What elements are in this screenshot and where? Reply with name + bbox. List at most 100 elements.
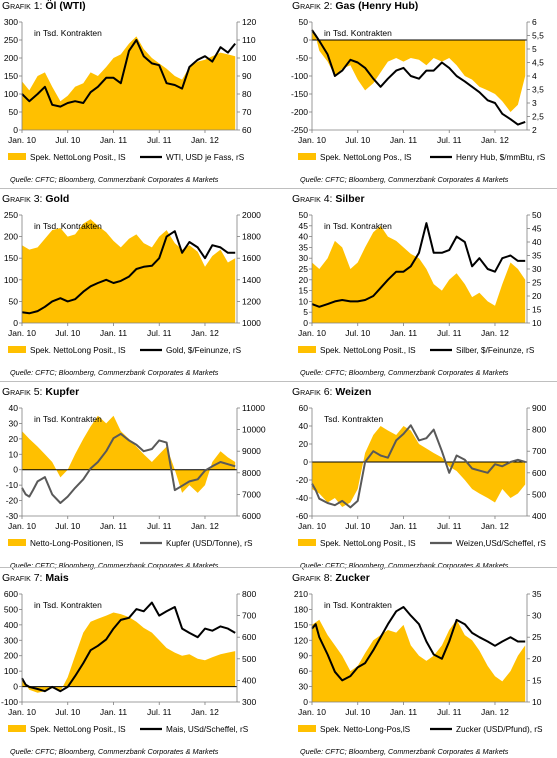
left-tick-label: 150 bbox=[294, 620, 308, 630]
left-tick-label: 250 bbox=[4, 35, 18, 45]
legend-label-line: Kupfer (USD/Tonne), rS bbox=[166, 539, 253, 548]
source-note: Quelle: CFTC; Bloomberg, Commerzbank Cor… bbox=[300, 747, 509, 756]
line-series bbox=[21, 601, 236, 693]
right-tick-label: 30 bbox=[532, 611, 542, 621]
chart-canvas: 0 50 100 150 200 250 1000 1200 1400 1600 1800 2000 J… bbox=[4, 210, 261, 355]
left-tick-label: -100 bbox=[291, 71, 308, 81]
right-tick-label: 1800 bbox=[242, 232, 261, 242]
right-tick-label: 2 bbox=[532, 125, 537, 135]
row-divider bbox=[0, 188, 557, 189]
axis-unit-label: in Tsd. Kontrakten bbox=[324, 28, 392, 38]
left-tick-label: 40 bbox=[9, 403, 19, 413]
left-tick-label: 150 bbox=[4, 253, 18, 263]
right-tick-label: 110 bbox=[242, 35, 256, 45]
left-tick-label: 30 bbox=[9, 418, 19, 428]
left-tick-label: 25 bbox=[299, 264, 309, 274]
panel-title: Grafik 6: Weizen bbox=[292, 386, 372, 398]
right-tick-label: 1000 bbox=[242, 318, 261, 328]
x-tick-label: Jan. 12 bbox=[481, 521, 509, 531]
right-tick-label: 15 bbox=[532, 305, 542, 315]
axis-unit-label: in Tsd. Kontrakten bbox=[324, 221, 392, 231]
right-tick-label: 100 bbox=[242, 53, 256, 63]
x-tick-label: Jan. 11 bbox=[390, 328, 418, 338]
left-tick-label: -50 bbox=[296, 53, 309, 63]
x-tick-label: Jan. 11 bbox=[390, 521, 418, 531]
legend-swatch-area bbox=[8, 725, 26, 732]
left-tick-label: 30 bbox=[299, 682, 309, 692]
right-tick-label: 20 bbox=[532, 291, 542, 301]
axis-unit-label: in Tsd. Kontrakten bbox=[34, 28, 102, 38]
right-tick-label: 500 bbox=[532, 489, 546, 499]
x-tick-label: Jan. 12 bbox=[191, 328, 219, 338]
source-note: Quelle: CFTC; Bloomberg, Commerzbank Cor… bbox=[10, 368, 219, 377]
legend-label-area: Spek. NettoLong Posit., lS bbox=[30, 153, 126, 162]
left-tick-label: -20 bbox=[6, 496, 19, 506]
left-tick-label: 500 bbox=[4, 604, 18, 614]
x-tick-label: Jan. 10 bbox=[298, 521, 326, 531]
area-series bbox=[22, 612, 236, 693]
left-tick-label: 0 bbox=[13, 465, 18, 475]
right-tick-label: 2,5 bbox=[532, 112, 544, 122]
x-tick-label: Jan. 11 bbox=[100, 135, 128, 145]
chart-canvas: -60 -40 -20 0 20 40 60 400 500 600 700 800 900 Jan. 1… bbox=[296, 403, 547, 548]
chart-panel-gold: Grafik 3: Gold 0 50 100 150 200 250 1000 1200 14… bbox=[0, 193, 266, 379]
left-tick-label: 0 bbox=[13, 682, 18, 692]
left-tick-label: -150 bbox=[291, 89, 308, 99]
left-tick-label: 50 bbox=[9, 107, 19, 117]
panel-title: Grafik 8: Zucker bbox=[292, 572, 370, 584]
chart-panel-gas: Grafik 2: Gas (Henry Hub) -250 -200 -150 -1… bbox=[290, 0, 556, 186]
right-tick-label: 25 bbox=[532, 632, 542, 642]
area-series bbox=[312, 29, 526, 113]
panel-title: Grafik 2: Gas (Henry Hub) bbox=[292, 0, 419, 12]
left-tick-label: 5 bbox=[303, 307, 308, 317]
right-tick-label: 700 bbox=[242, 611, 256, 621]
axis-unit-label: Tsd. Kontrakten bbox=[324, 414, 383, 424]
right-tick-label: 90 bbox=[242, 71, 252, 81]
right-tick-label: 4,5 bbox=[532, 58, 544, 68]
x-tick-label: Jul. 10 bbox=[55, 135, 80, 145]
left-tick-label: 600 bbox=[4, 589, 18, 599]
right-tick-label: 30 bbox=[532, 264, 542, 274]
right-tick-label: 60 bbox=[242, 125, 252, 135]
left-tick-label: 45 bbox=[299, 221, 309, 231]
panel-title: Grafik 7: Mais bbox=[2, 572, 69, 584]
area-series bbox=[22, 415, 236, 493]
left-tick-label: 200 bbox=[4, 232, 18, 242]
left-tick-label: -10 bbox=[6, 480, 19, 490]
right-tick-label: 4 bbox=[532, 71, 537, 81]
x-tick-label: Jan. 12 bbox=[481, 707, 509, 717]
left-tick-label: 0 bbox=[303, 457, 308, 467]
legend-label-area: Spek. NettoLong Posit., lS bbox=[320, 346, 416, 355]
row-divider bbox=[0, 567, 557, 568]
left-tick-label: 20 bbox=[299, 439, 309, 449]
right-tick-label: 600 bbox=[532, 468, 546, 478]
x-tick-label: Jan. 10 bbox=[8, 707, 36, 717]
left-tick-label: 30 bbox=[299, 253, 309, 263]
legend-label-line: Weizen,USd/Scheffel, rS bbox=[456, 539, 546, 548]
right-tick-label: 3 bbox=[532, 98, 537, 108]
left-tick-label: 0 bbox=[13, 125, 18, 135]
left-tick-label: -100 bbox=[1, 697, 18, 707]
right-tick-label: 20 bbox=[532, 654, 542, 664]
left-tick-label: 0 bbox=[303, 697, 308, 707]
legend-swatch-area bbox=[8, 539, 26, 546]
left-tick-label: -250 bbox=[291, 125, 308, 135]
right-tick-label: 10000 bbox=[242, 425, 266, 435]
right-tick-label: 120 bbox=[242, 17, 256, 27]
legend-label-line: Gold, $/Feinunze, rS bbox=[166, 346, 242, 355]
right-tick-label: 35 bbox=[532, 589, 542, 599]
right-tick-label: 10 bbox=[532, 318, 542, 328]
chart-panel-oil: Grafik 1: Öl (WTI) 0 50 100 150 200 250 300 60 7… bbox=[0, 0, 266, 186]
left-tick-label: 20 bbox=[9, 434, 19, 444]
x-tick-label: Jan. 10 bbox=[298, 707, 326, 717]
axis-unit-label: in Tsd. Kontrakten bbox=[34, 414, 102, 424]
axis-unit-label: in Tsd. Kontrakten bbox=[34, 600, 102, 610]
right-tick-label: 45 bbox=[532, 224, 542, 234]
x-tick-label: Jul. 11 bbox=[437, 328, 462, 338]
source-note: Quelle: CFTC; Bloomberg, Commerzbank Cor… bbox=[300, 561, 509, 570]
right-tick-label: 25 bbox=[532, 278, 542, 288]
x-tick-label: Jul. 10 bbox=[345, 135, 370, 145]
left-tick-label: 100 bbox=[4, 275, 18, 285]
legend-swatch-area bbox=[298, 346, 316, 353]
chart-panel-copper: Grafik 5: Kupfer -30 -20 -10 0 10 20 30 40 6000 7… bbox=[0, 386, 266, 572]
